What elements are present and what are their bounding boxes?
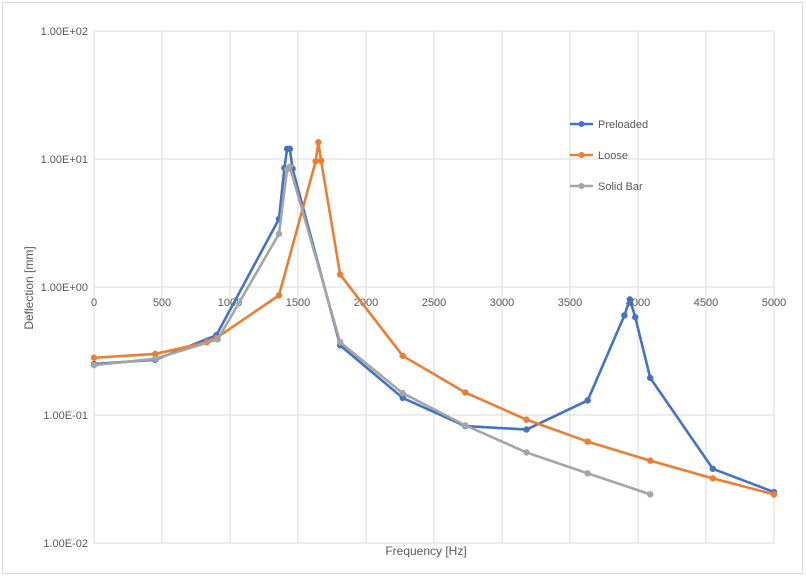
- data-point: [462, 389, 469, 396]
- data-point: [646, 457, 654, 464]
- data-point: [214, 336, 222, 343]
- y-axis-title: Deflection [mm]: [22, 246, 36, 329]
- data-point: [584, 397, 591, 404]
- data-point: [275, 292, 283, 299]
- x-tick-label: 1500: [286, 297, 310, 309]
- x-tick-label: 4500: [694, 297, 718, 309]
- data-point: [399, 389, 406, 397]
- data-point: [523, 426, 530, 433]
- x-tick-label: 500: [153, 297, 171, 309]
- x-axis-title: Frequency [Hz]: [385, 544, 466, 558]
- data-point: [151, 355, 159, 363]
- data-point: [646, 491, 654, 498]
- y-tick-label: 1.00E-02: [43, 538, 88, 550]
- legend-item: Preloaded: [570, 119, 648, 131]
- data-point: [523, 416, 530, 423]
- data-point: [312, 158, 319, 165]
- series-solid-bar: [90, 163, 654, 498]
- legend-label: Preloaded: [598, 119, 648, 131]
- x-tick-label: 2500: [422, 297, 446, 309]
- y-tick-labels: 1.00E+02 1.00E+01 1.00E+00 1.00E-01 1.00E-02: [41, 26, 88, 550]
- data-point: [621, 312, 628, 319]
- data-point: [275, 230, 283, 238]
- legend-swatch-marker: [578, 121, 585, 127]
- y-tick-label: 1.00E+01: [41, 154, 88, 166]
- data-point: [286, 163, 294, 170]
- series-group: [90, 139, 778, 498]
- series-line: [92, 165, 652, 496]
- data-point: [462, 422, 469, 429]
- legend: Preloaded Loose Solid Bar: [570, 119, 648, 193]
- data-point: [632, 314, 639, 321]
- data-point: [317, 157, 325, 164]
- legend-swatch-marker: [578, 183, 585, 189]
- x-tick-label: 3000: [490, 297, 514, 309]
- data-point: [90, 361, 98, 369]
- data-point: [646, 374, 654, 382]
- data-point: [709, 475, 717, 482]
- data-point: [770, 491, 778, 498]
- x-tick-labels: 0 500 1000 1500 2000 2500 3000 3500 4000 4500 5000: [91, 297, 786, 309]
- legend-swatch-marker: [578, 152, 585, 158]
- y-tick-label: 1.00E-01: [43, 410, 88, 422]
- legend-label: Solid Bar: [598, 181, 643, 193]
- data-point: [584, 438, 591, 445]
- data-point: [523, 449, 530, 456]
- data-point: [90, 354, 98, 362]
- legend-item: Loose: [570, 150, 628, 162]
- data-point: [315, 139, 322, 146]
- x-tick-label: 5000: [762, 297, 786, 309]
- data-point: [399, 352, 406, 360]
- data-point: [626, 296, 634, 303]
- gridlines: [93, 30, 775, 544]
- data-point: [584, 470, 591, 477]
- legend-item: Solid Bar: [570, 181, 643, 193]
- data-point: [709, 465, 717, 473]
- data-point: [336, 271, 344, 278]
- y-tick-label: 1.00E+00: [41, 282, 88, 294]
- x-tick-label: 3500: [558, 297, 582, 309]
- data-point: [336, 339, 344, 346]
- legend-label: Loose: [598, 150, 628, 162]
- data-point: [286, 145, 294, 153]
- x-tick-label: 0: [91, 297, 97, 309]
- y-tick-label: 1.00E+02: [41, 26, 88, 38]
